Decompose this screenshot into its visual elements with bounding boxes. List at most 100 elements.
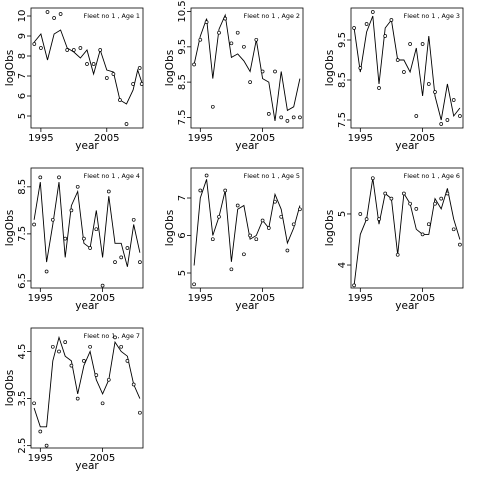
y-tick-label: 9.5 [337, 32, 348, 48]
x-tick-label: 2005 [410, 293, 435, 304]
y-tick-label: 9 [17, 33, 28, 39]
x-axis-label: year [395, 140, 419, 152]
observed-point [285, 119, 290, 123]
x-axis-label: year [235, 300, 259, 312]
observed-point [235, 203, 240, 208]
panel-title: Fleet no 1 , Age 2 [244, 12, 300, 20]
observed-point [204, 20, 209, 24]
observed-point [32, 222, 36, 227]
y-tick-label: 5 [177, 270, 188, 276]
observed-point [420, 42, 425, 46]
observed-point [113, 335, 117, 340]
plot-frame [30, 167, 144, 289]
fitted-line [353, 178, 461, 286]
observed-point [124, 122, 129, 126]
observed-point [235, 30, 240, 35]
panel-title: Fleet no 1 , Age 4 [84, 172, 140, 180]
observed-point [389, 18, 394, 22]
fitted-line [33, 182, 141, 267]
y-tick-label: 10.5 [177, 0, 188, 22]
observed-point [291, 222, 296, 227]
y-tick-label: 4.5 [17, 344, 28, 360]
observed-point [32, 42, 37, 46]
y-tick-label: 7.5 [337, 112, 348, 128]
plot-frame [190, 7, 304, 129]
observed-point [389, 196, 394, 201]
observed-point [192, 62, 196, 67]
observed-point [125, 359, 130, 363]
observed-point [210, 104, 215, 109]
observed-point [439, 122, 444, 126]
y-tick-label: 7 [17, 73, 28, 79]
observed-point [254, 37, 259, 42]
x-axis-label: year [75, 300, 99, 312]
y-tick-label: 10 [17, 10, 28, 23]
y-tick-label: 8.5 [337, 72, 348, 88]
observed-point [383, 34, 388, 38]
observed-point [426, 222, 431, 227]
observed-point [106, 189, 111, 194]
observed-point [69, 363, 74, 368]
x-tick-label: 2005 [250, 133, 275, 144]
fitted-line [33, 29, 143, 105]
observed-point [426, 82, 431, 86]
plot-frame [30, 7, 144, 129]
observed-point [100, 283, 105, 288]
y-axis-label: logObs [324, 50, 336, 86]
observed-point [383, 191, 388, 196]
fitted-line [193, 179, 301, 266]
fitted-line [33, 335, 141, 428]
observed-point [395, 252, 400, 257]
panel-title: Fleet no 1 , Age 1 [84, 12, 140, 20]
y-tick-label: 7.5 [17, 226, 28, 242]
y-tick-label: 8.5 [177, 74, 188, 90]
observed-point [50, 217, 55, 222]
x-tick-label: 2005 [90, 453, 115, 464]
y-axis-label: logObs [4, 50, 16, 86]
observed-point [242, 252, 246, 257]
x-tick-label: 1995 [348, 293, 373, 304]
observed-point [106, 377, 111, 382]
y-tick-label: 2.5 [17, 438, 28, 454]
observed-point [408, 42, 412, 46]
observed-point [198, 188, 203, 193]
panel-title: Fleet no 1 , Age 6 [404, 172, 460, 180]
observed-point [57, 175, 61, 180]
y-axis-label: logObs [324, 210, 336, 246]
observed-point [217, 214, 221, 219]
y-tick-label: 5 [337, 211, 348, 217]
observed-point [94, 373, 99, 377]
x-tick-label: 1995 [188, 133, 213, 144]
observed-point [229, 267, 234, 272]
observed-point [254, 237, 259, 242]
observed-point [260, 69, 265, 74]
observed-point [32, 401, 36, 406]
plot-frame [350, 167, 464, 289]
y-tick-label: 3.5 [17, 391, 28, 407]
observed-point [266, 226, 271, 230]
x-tick-label: 1995 [188, 293, 213, 304]
observed-point [395, 58, 400, 62]
observed-point [210, 237, 215, 242]
observed-point [458, 114, 462, 118]
observed-point [75, 396, 80, 401]
observed-point [248, 80, 252, 84]
observed-point [408, 201, 412, 206]
observed-point [285, 248, 290, 253]
x-axis-label: year [395, 300, 419, 312]
observed-point [248, 233, 252, 238]
observed-point [138, 260, 142, 264]
observed-point [420, 232, 425, 237]
observed-point [65, 48, 70, 52]
observed-point [358, 66, 363, 70]
x-tick-label: 2005 [410, 133, 435, 144]
observed-point [298, 207, 302, 212]
observed-point [364, 22, 369, 26]
observed-point [273, 69, 277, 74]
y-tick-label: 8 [17, 53, 28, 59]
